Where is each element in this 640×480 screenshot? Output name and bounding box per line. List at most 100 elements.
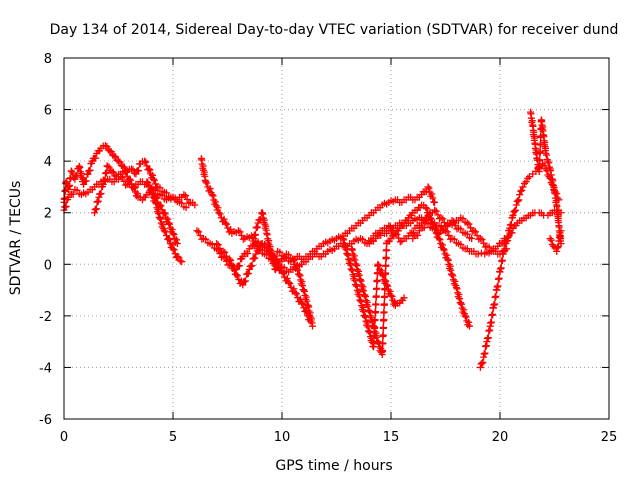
data-point-fill [157,215,165,223]
data-point-fill [375,261,383,269]
data-point-fill [477,249,485,257]
data-point-fill [212,198,220,206]
data-point-fill [122,181,130,189]
data-point [145,165,153,173]
data-point-fill [206,185,214,193]
y-tick-label: 2 [44,207,52,222]
data-point [165,235,173,242]
y-tick-label: -4 [39,361,52,376]
data-point-fill [161,210,169,218]
data-point-fill [443,251,451,259]
data-point-fill [380,308,388,316]
x-tick-label: 15 [383,430,400,445]
data-point-fill [438,241,446,249]
data-point [437,214,445,222]
data-point-fill [82,177,90,185]
data-point-fill [251,254,259,262]
data-point [149,175,157,183]
data-point [141,157,149,165]
y-axis-label: SDTVAR / TECUs [8,181,24,296]
data-point [439,245,447,253]
data-point-fill [465,318,473,326]
data-point-fill [440,226,448,234]
data-point [474,250,482,258]
series-arc-13 [476,160,563,371]
data-point-fill [432,207,440,215]
data-point [424,183,432,191]
data-point-fill [290,285,298,293]
data-point [546,235,554,242]
data-point-fill [126,176,134,184]
data-point-fill [275,262,283,270]
series-arc-04 [143,178,181,248]
data-point [152,193,160,201]
data-point-fill [508,229,516,237]
data-point [130,183,138,191]
data-point-fill [220,215,228,223]
data-point-fill [235,262,243,270]
data-point [104,162,112,170]
data-point-fill [161,228,169,236]
data-point-fill [294,266,302,274]
data-point-fill [244,249,252,257]
data-point-fill [450,217,458,225]
data-point-fill [216,210,224,218]
data-point-fill [156,184,164,192]
data-point-fill [460,306,468,314]
data-point-fill [379,324,387,332]
y-tick-label: 4 [44,155,52,170]
data-point [289,255,297,263]
y-tick-label: 8 [44,52,52,67]
x-tick-label: 0 [60,430,68,445]
data-point [285,278,293,286]
data-point [291,289,299,297]
data-point-fill [129,166,137,174]
y-tick-label: 0 [44,258,52,273]
data-point-fill [372,292,380,300]
data-point-fill [458,304,466,312]
data-point-fill [101,176,109,184]
data-point-fill [214,241,222,249]
data-point-fill [429,194,437,202]
data-point-fill [501,246,509,254]
data-point [457,299,465,307]
data-point-fill [386,223,394,231]
data-point-fill [372,300,380,308]
data-point [110,152,118,160]
data-point-fill [465,220,473,228]
data-point-fill [290,256,298,264]
data-point-fill [390,298,398,306]
data-point-fill [279,269,287,277]
data-point-fill [515,196,523,204]
data-point-fill [507,220,515,228]
data-point-fill [112,153,120,161]
data-point [509,211,517,219]
data-point-fill [513,198,521,205]
data-point-fill [202,235,210,243]
data-point-fill [428,190,436,198]
data-point-fill [536,156,544,164]
data-point-fill [166,220,174,228]
data-point-fill [86,166,94,174]
data-point-fill [92,154,100,162]
data-point-fill [172,236,180,244]
data-point-fill [103,169,111,177]
data-point-fill [478,236,486,244]
data-point-fill [66,181,74,189]
data-point-fill [481,349,489,357]
data-point [160,209,168,217]
data-point-fill [386,287,394,295]
data-point-fill [463,230,471,238]
data-point-fill [436,236,444,244]
data-point-fill [166,236,174,244]
data-point-fill [477,360,485,368]
data-point-fill [425,210,433,218]
data-point-fill [491,300,499,308]
data-point [557,227,565,235]
data-point [465,322,473,330]
data-point-fill [97,189,105,197]
data-point [221,219,229,227]
data-point-fill [116,158,124,166]
data-point [234,227,242,235]
data-point-fill [492,292,500,300]
